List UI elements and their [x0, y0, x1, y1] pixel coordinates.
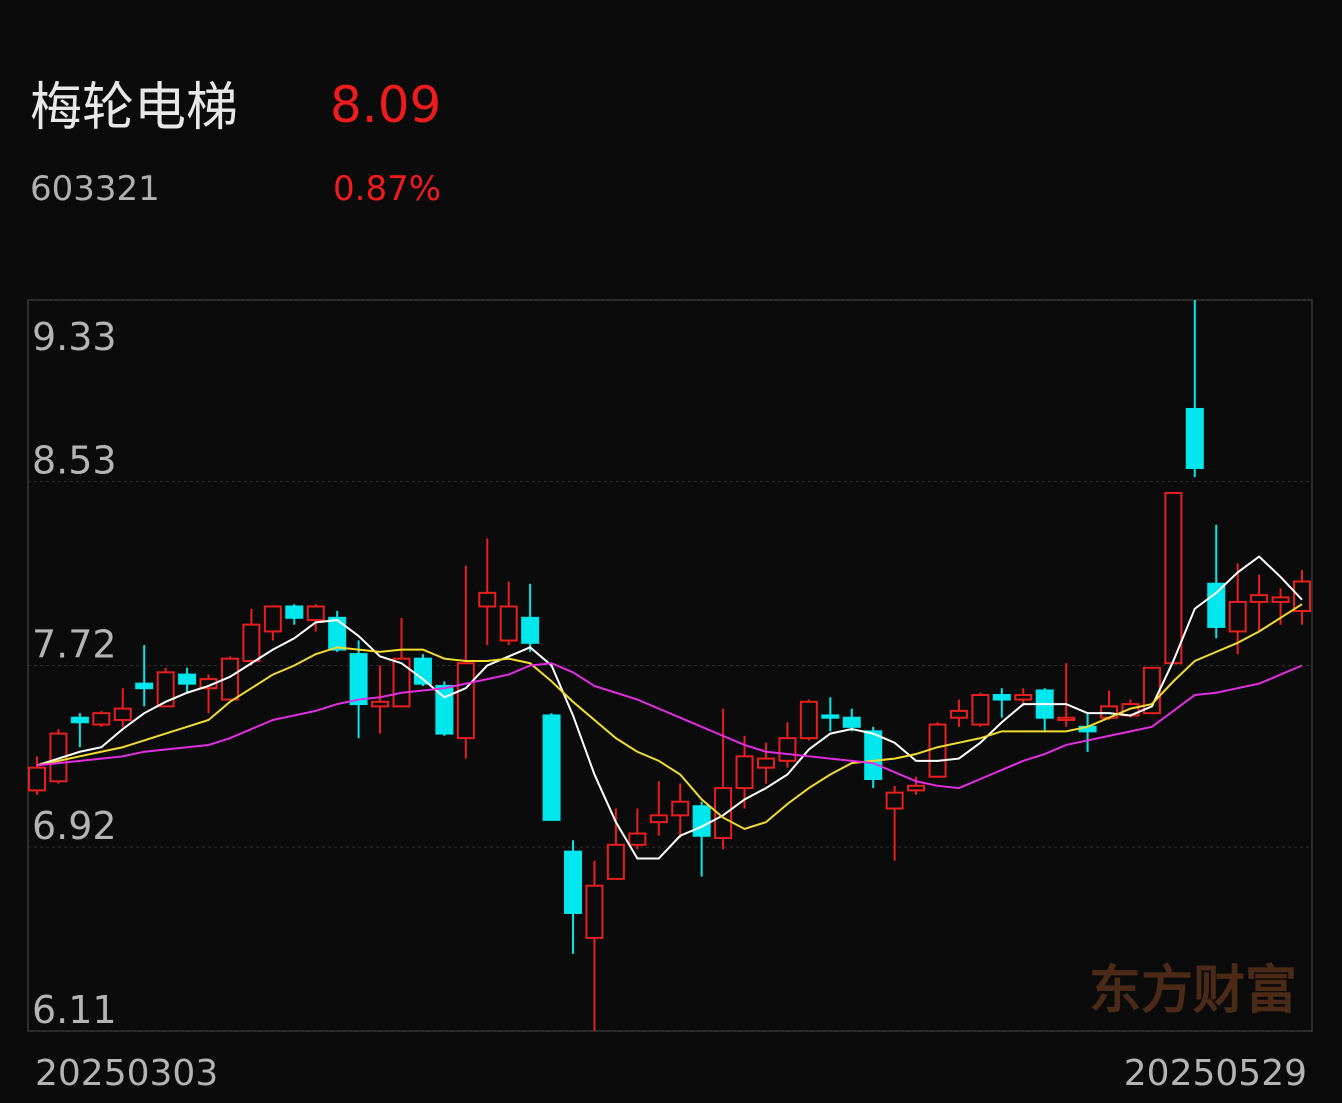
candle-body [821, 714, 840, 719]
candle-body [413, 657, 432, 685]
candle-body [1250, 594, 1269, 603]
change: 0.87% [333, 169, 441, 209]
ma-line [36, 662, 1303, 790]
candle-body [671, 800, 690, 817]
candle-body [92, 712, 111, 726]
price: 8.09 [330, 76, 441, 134]
candle-body [220, 657, 239, 701]
y-tick-label: 9.33 [32, 315, 117, 359]
candle-body [1271, 596, 1290, 603]
ma-line [36, 603, 1303, 831]
candle-body [521, 616, 540, 644]
candle-body [649, 814, 668, 824]
candle-body [949, 709, 968, 719]
candle-body [735, 755, 754, 790]
candle-body [585, 884, 604, 939]
stock-code: 603321 [30, 169, 160, 209]
candle-body [606, 843, 625, 880]
x-tick-label: 20250303 [35, 1053, 218, 1094]
candle-body [435, 684, 454, 735]
candle-body [1207, 582, 1226, 628]
candle-body [692, 805, 711, 837]
candle-body [885, 791, 904, 810]
candle-body [928, 723, 947, 778]
candle-body [392, 657, 411, 708]
candle-body [799, 700, 818, 740]
candle-body [135, 682, 154, 690]
candle-body [306, 605, 325, 622]
watermark: 东方财富 [1089, 961, 1297, 1021]
candle-body [714, 787, 733, 840]
y-tick-label: 8.53 [32, 439, 117, 483]
candle-body [1164, 491, 1183, 665]
candle-body [628, 832, 647, 846]
candle-body [992, 694, 1011, 701]
x-tick-label: 20250529 [1124, 1053, 1307, 1094]
candle-body [199, 678, 218, 690]
y-tick-label: 7.72 [32, 623, 117, 667]
candle-body [778, 737, 797, 762]
candle-body [349, 653, 368, 706]
y-tick-label: 6.11 [32, 988, 117, 1032]
candle-body [756, 757, 775, 769]
candle-body [263, 605, 282, 633]
candle-body [1185, 407, 1204, 469]
candle-body [113, 707, 132, 721]
candle-body [542, 714, 561, 821]
candle-body [156, 671, 175, 708]
candle-body [285, 605, 304, 619]
candle-body [842, 716, 861, 728]
candle-body [478, 591, 497, 608]
y-tick-label: 6.92 [32, 804, 117, 848]
candle-body [971, 694, 990, 726]
stock-name: 梅轮电梯 [30, 78, 238, 138]
candle-body [864, 730, 883, 781]
candle-body [328, 616, 347, 651]
candle-body [1228, 600, 1247, 633]
candle-body [242, 623, 261, 662]
candle-body [49, 732, 68, 783]
candle-body [178, 673, 197, 685]
candle-body [1293, 580, 1311, 613]
candle-body [907, 784, 926, 792]
candle-body [456, 662, 475, 740]
candle-body [70, 716, 89, 724]
candle-body [1014, 694, 1033, 701]
candle-body [564, 850, 583, 914]
candle-body [1057, 716, 1076, 721]
ma-line [36, 555, 1303, 860]
candle-body [371, 700, 390, 708]
candle-body [499, 605, 518, 642]
candle-body [28, 766, 46, 792]
